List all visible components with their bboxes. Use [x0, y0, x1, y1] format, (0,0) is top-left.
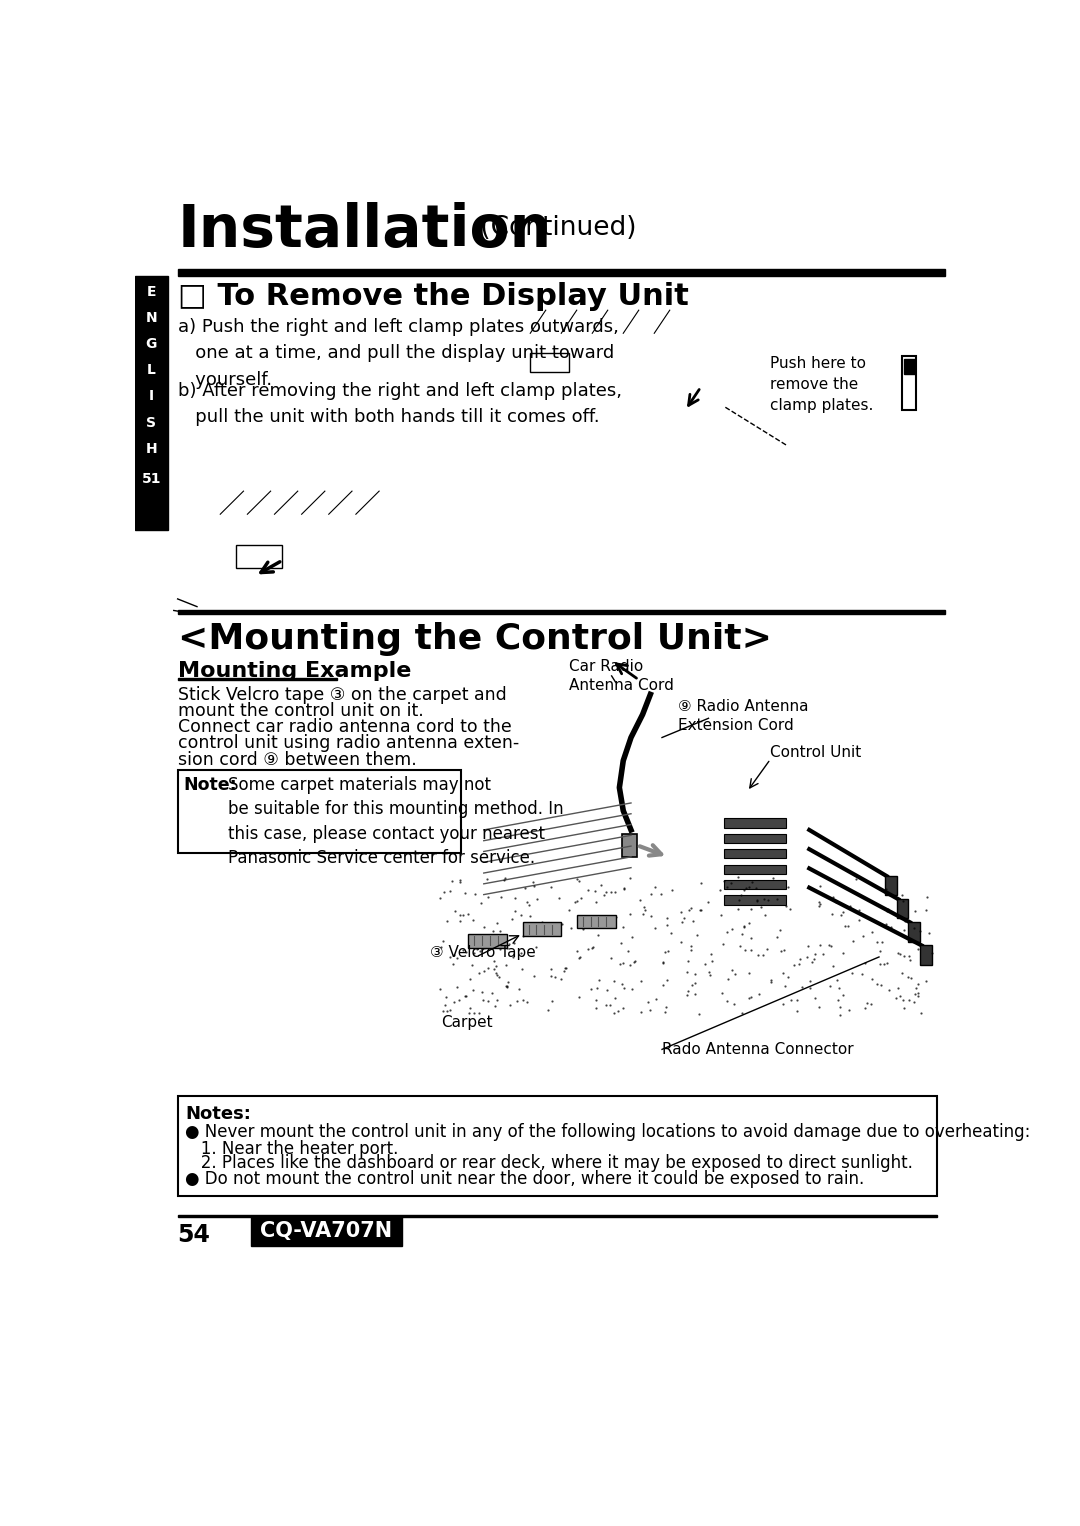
Text: I: I [149, 389, 153, 403]
Circle shape [768, 832, 773, 836]
Bar [177, 1096, 937, 1196]
Text: <Mounting the Control Unit>: <Mounting the Control Unit> [177, 623, 771, 656]
Text: ● Never mount the control unit in any of the following locations to avoid damage: ● Never mount the control unit in any of… [186, 1123, 1030, 1140]
Text: control unit using radio antenna exten-: control unit using radio antenna exten- [177, 734, 518, 752]
Bar [908, 922, 920, 942]
Bar [902, 357, 916, 410]
Bar [530, 353, 569, 372]
Text: Rado Antenna Connector: Rado Antenna Connector [662, 1042, 853, 1056]
FancyBboxPatch shape [762, 441, 937, 549]
Text: CQ-VA707N: CQ-VA707N [260, 1221, 392, 1241]
Bar [724, 848, 786, 859]
Bar [135, 276, 167, 530]
Polygon shape [484, 772, 809, 934]
Text: 54: 54 [177, 1222, 211, 1247]
Circle shape [768, 848, 773, 853]
Bar [724, 818, 786, 827]
Bar [177, 1215, 937, 1218]
Bar [177, 270, 945, 276]
Text: 2. Places like the dashboard or rear deck, where it may be exposed to direct sun: 2. Places like the dashboard or rear dec… [186, 1154, 914, 1172]
Text: Mounting Example: Mounting Example [177, 661, 411, 681]
Text: mount the control unit on it.: mount the control unit on it. [177, 702, 423, 720]
Bar [177, 610, 945, 615]
Text: G: G [146, 337, 157, 351]
Text: Control Unit: Control Unit [770, 745, 862, 760]
Text: L: L [147, 363, 156, 377]
Text: a) Push the right and left clamp plates outwards,
   one at a time, and pull the: a) Push the right and left clamp plates … [178, 317, 619, 389]
Text: 1. Near the heater port.: 1. Near the heater port. [186, 1140, 399, 1158]
Text: ⑨ Radio Antenna
Extension Cord: ⑨ Radio Antenna Extension Cord [677, 699, 808, 732]
Text: Connect car radio antenna cord to the: Connect car radio antenna cord to the [177, 719, 511, 736]
Bar [177, 769, 460, 853]
Text: ③ Velcro Tape: ③ Velcro Tape [430, 946, 536, 960]
Polygon shape [484, 772, 809, 841]
Text: Notes:: Notes: [186, 1105, 252, 1123]
Polygon shape [430, 868, 941, 1053]
FancyBboxPatch shape [611, 662, 690, 690]
Bar [469, 934, 507, 948]
Bar [724, 865, 786, 874]
Bar [523, 922, 562, 935]
Text: E: E [147, 285, 156, 299]
Text: sion cord ⑨ between them.: sion cord ⑨ between them. [177, 751, 417, 769]
Text: □ To Remove the Display Unit: □ To Remove the Display Unit [178, 282, 689, 311]
Text: Carpet: Carpet [441, 1015, 492, 1030]
Bar [252, 1216, 403, 1245]
Bar [724, 881, 786, 890]
Text: Stick Velcro tape ③ on the carpet and: Stick Velcro tape ③ on the carpet and [177, 685, 507, 703]
Text: S: S [146, 415, 157, 430]
Text: Some carpet materials may not
be suitable for this mounting method. In
this case: Some carpet materials may not be suitabl… [228, 777, 564, 867]
Bar [920, 946, 932, 964]
Bar [886, 876, 896, 896]
Bar [724, 833, 786, 842]
Bar [177, 678, 337, 681]
Text: Car Radio
Antenna Cord: Car Radio Antenna Cord [569, 659, 674, 693]
Text: Installation: Installation [177, 203, 552, 259]
Text: H: H [146, 443, 157, 456]
Bar [724, 896, 786, 905]
Circle shape [768, 882, 773, 887]
Text: ● Do not mount the control unit near the door, where it could be exposed to rain: ● Do not mount the control unit near the… [186, 1170, 865, 1189]
Bar [577, 914, 616, 928]
Text: N: N [146, 311, 157, 325]
Bar [235, 545, 282, 568]
Circle shape [768, 865, 773, 870]
Text: Note:: Note: [183, 777, 237, 794]
Text: 51: 51 [141, 472, 161, 485]
Text: b) After removing the right and left clamp plates,
   pull the unit with both ha: b) After removing the right and left cla… [178, 382, 622, 426]
Bar [622, 833, 637, 858]
Text: Push here to
remove the
clamp plates.: Push here to remove the clamp plates. [770, 357, 874, 414]
Text: (Continued): (Continued) [472, 215, 636, 241]
Bar [904, 359, 915, 374]
Bar [896, 899, 908, 919]
